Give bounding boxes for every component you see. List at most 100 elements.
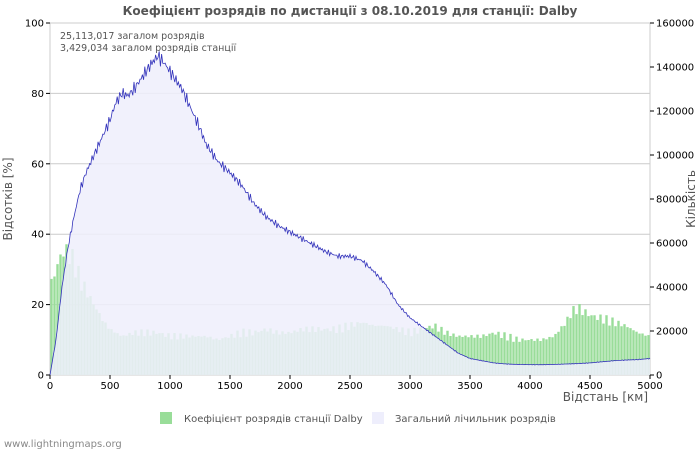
ratio-bar <box>617 320 620 375</box>
ratio-bar <box>524 340 527 375</box>
ratio-bar <box>575 314 578 375</box>
total-count-area <box>50 51 650 376</box>
ratio-bar <box>491 332 494 375</box>
y-left-ticks: 0 20 40 60 80 100 <box>25 19 50 382</box>
x-tick-label: 2500 <box>337 381 362 392</box>
ratio-bar <box>638 333 641 375</box>
station-discharges-note: 3,429,034 загалом розрядів станції <box>60 43 236 54</box>
ratio-bar <box>470 335 473 375</box>
x-tick-label: 2000 <box>277 381 302 392</box>
y-left-axis-title: Відсотків [%] <box>1 157 15 240</box>
ratio-bar <box>53 276 56 375</box>
x-tick-label: 3500 <box>457 381 482 392</box>
ratio-bar <box>647 335 650 375</box>
ratio-bar <box>494 334 497 375</box>
ratio-bar <box>623 324 626 375</box>
y-right-tick-label: 20000 <box>656 327 688 338</box>
ratio-bar <box>527 340 530 375</box>
ratio-bar <box>566 316 569 375</box>
ratio-bar <box>485 336 488 375</box>
y-right-axis-title: Кількість <box>684 170 698 228</box>
ratio-bar <box>608 325 611 375</box>
ratio-bar <box>551 337 554 375</box>
ratio-bar <box>500 338 503 375</box>
ratio-bar <box>557 331 560 375</box>
ratio-bar <box>587 316 590 375</box>
y-right-tick-label: 100000 <box>656 151 694 162</box>
legend-label-total-count: Загальний лічильник розрядів <box>395 413 556 425</box>
total-count-line <box>49 51 651 376</box>
legend-swatch-total-count <box>372 412 384 424</box>
x-tick-label: 4000 <box>517 381 542 392</box>
total-discharges-note: 25,113,017 загалом розрядів <box>60 31 205 42</box>
y-right-tick-label: 80000 <box>656 195 688 206</box>
y-right-ticks: 0 20000 40000 60000 80000 100000 120000 140000 1… <box>650 19 694 382</box>
ratio-bar <box>620 326 623 375</box>
y-right-tick-label: 0 <box>656 371 662 382</box>
y-left-tick-label: 0 <box>38 371 44 382</box>
x-tick-label: 4500 <box>577 381 602 392</box>
x-tick-label: 5000 <box>637 381 662 392</box>
ratio-bar <box>581 315 584 375</box>
x-tick-label: 1000 <box>157 381 182 392</box>
y-left-tick-label: 80 <box>31 89 44 100</box>
y-right-tick-label: 140000 <box>656 63 694 74</box>
y-right-tick-label: 40000 <box>656 283 688 294</box>
chart-title: Коефіцієнт розрядів по дистанції з 08.10… <box>123 4 578 18</box>
ratio-bar <box>569 318 572 375</box>
ratio-bar <box>602 323 605 375</box>
ratio-bar <box>632 330 635 375</box>
ratio-bar <box>635 331 638 375</box>
ratio-bar <box>482 334 485 375</box>
ratio-bar <box>488 333 491 375</box>
ratio-bar <box>545 339 548 375</box>
ratio-bar <box>542 338 545 375</box>
ratio-bar <box>50 278 53 375</box>
x-tick-label: 500 <box>100 381 119 392</box>
ratio-bar <box>512 341 515 375</box>
y-left-tick-label: 60 <box>31 159 44 170</box>
ratio-bar <box>476 334 479 375</box>
ratio-bar <box>593 315 596 375</box>
x-ticks: 0 500 1000 1500 2000 2500 3000 3500 4000 4500 5000 <box>47 375 663 392</box>
x-tick-label: 0 <box>47 381 53 392</box>
ratio-bar <box>515 336 518 375</box>
ratio-bar <box>56 264 59 375</box>
x-tick-label: 1500 <box>217 381 242 392</box>
ratio-bar <box>539 341 542 375</box>
ratio-bar <box>584 309 587 375</box>
x-axis-title: Відстань [км] <box>563 390 648 404</box>
y-left-tick-label: 100 <box>25 19 44 30</box>
ratio-bar <box>479 337 482 375</box>
ratio-bar <box>506 340 509 375</box>
ratio-bar <box>629 328 632 375</box>
ratio-bar <box>596 319 599 375</box>
ratio-bar <box>536 338 539 375</box>
legend-label-station-ratio: Коефіцієнт розрядів станції Dalby <box>184 413 363 425</box>
ratio-bar <box>509 333 512 375</box>
legend: Коефіцієнт розрядів станції Dalby Загаль… <box>160 412 556 425</box>
ratio-bar <box>548 336 551 375</box>
ratio-bar <box>533 340 536 375</box>
ratio-bar <box>473 337 476 375</box>
ratio-bar <box>599 314 602 375</box>
footer-site: www.lightningmaps.org <box>4 439 122 450</box>
ratio-bar <box>605 315 608 375</box>
ratio-bar <box>497 331 500 375</box>
ratio-bar <box>521 338 524 375</box>
y-right-tick-label: 160000 <box>656 19 694 30</box>
legend-swatch-station-ratio <box>160 412 172 424</box>
ratio-bar <box>626 327 629 375</box>
ratio-bar <box>554 333 557 375</box>
ratio-bar <box>560 326 563 375</box>
y-left-tick-label: 40 <box>31 230 44 241</box>
ratio-bar <box>518 341 521 375</box>
ratio-bar <box>614 326 617 375</box>
ratio-bar <box>467 337 470 375</box>
y-right-tick-label: 60000 <box>656 239 688 250</box>
ratio-bar <box>464 335 467 375</box>
ratio-bar <box>530 339 533 375</box>
ratio-bar <box>644 335 647 375</box>
ratio-bar <box>641 333 644 375</box>
